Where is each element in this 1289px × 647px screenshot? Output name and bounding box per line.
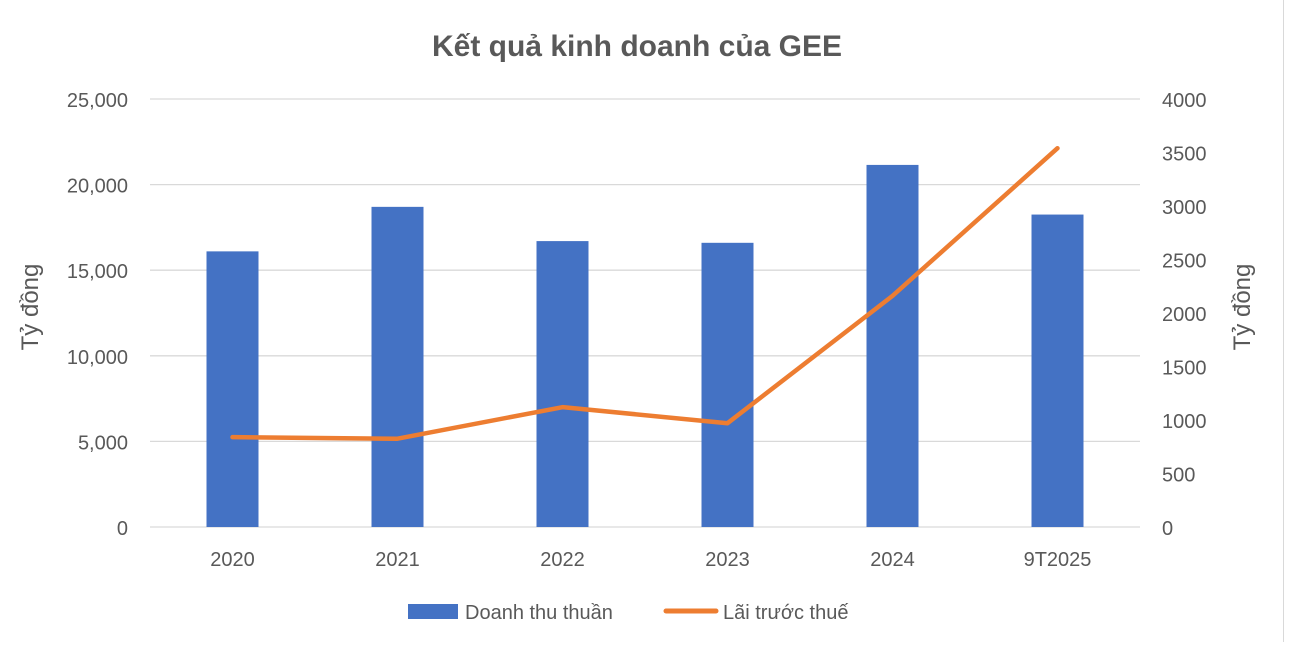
left-tick-label: 5,000	[78, 432, 128, 454]
right-tick-label: 4000	[1162, 90, 1207, 112]
left-tick-label: 0	[117, 518, 128, 540]
left-tick-label: 15,000	[67, 261, 128, 283]
right-tick-label: 2000	[1162, 304, 1207, 326]
right-tick-label: 2500	[1162, 251, 1207, 273]
right-tick-label: 3000	[1162, 197, 1207, 219]
bar	[537, 241, 589, 527]
x-tick-label: 2022	[540, 549, 585, 571]
x-tick-label: 2024	[870, 549, 915, 571]
right-tick-label: 0	[1162, 518, 1173, 540]
legend-label-profit: Lãi trước thuế	[723, 602, 848, 624]
chart-title: Kết quả kinh doanh của GEE	[432, 30, 842, 63]
bar	[702, 243, 754, 527]
right-tick-label: 1000	[1162, 411, 1207, 433]
left-axis-title: Tỷ đồng	[17, 264, 44, 351]
bar-series	[207, 165, 1084, 527]
profit-line	[233, 148, 1058, 439]
line-series	[232, 148, 1057, 439]
right-axis: 0 500 1000 1500 2000 2500 3000 3500 4000	[1162, 90, 1207, 540]
frame-edge	[1283, 0, 1284, 642]
right-tick-label: 1500	[1162, 358, 1207, 380]
x-tick-label: 2020	[210, 549, 255, 571]
left-tick-label: 10,000	[67, 347, 128, 369]
right-tick-label: 3500	[1162, 144, 1207, 166]
right-tick-label: 500	[1162, 465, 1195, 487]
x-axis: 2020 2021 2022 2023 2024 9T2025	[210, 549, 1091, 571]
right-axis-title: Tỷ đồng	[1229, 264, 1256, 351]
x-tick-label: 9T2025	[1024, 549, 1092, 571]
bar	[372, 207, 424, 527]
bar	[867, 165, 919, 527]
x-tick-label: 2023	[705, 549, 750, 571]
left-axis: 0 5,000 10,000 15,000 20,000 25,000	[67, 90, 128, 540]
left-tick-label: 20,000	[67, 176, 128, 198]
bar	[207, 251, 259, 527]
legend-label-revenue: Doanh thu thuần	[465, 602, 613, 624]
gridlines	[150, 99, 1140, 527]
bar	[1032, 215, 1084, 527]
left-tick-label: 25,000	[67, 90, 128, 112]
x-tick-label: 2021	[375, 549, 420, 571]
legend-swatch-revenue	[408, 604, 458, 619]
legend: Doanh thu thuần Lãi trước thuế	[408, 602, 848, 624]
